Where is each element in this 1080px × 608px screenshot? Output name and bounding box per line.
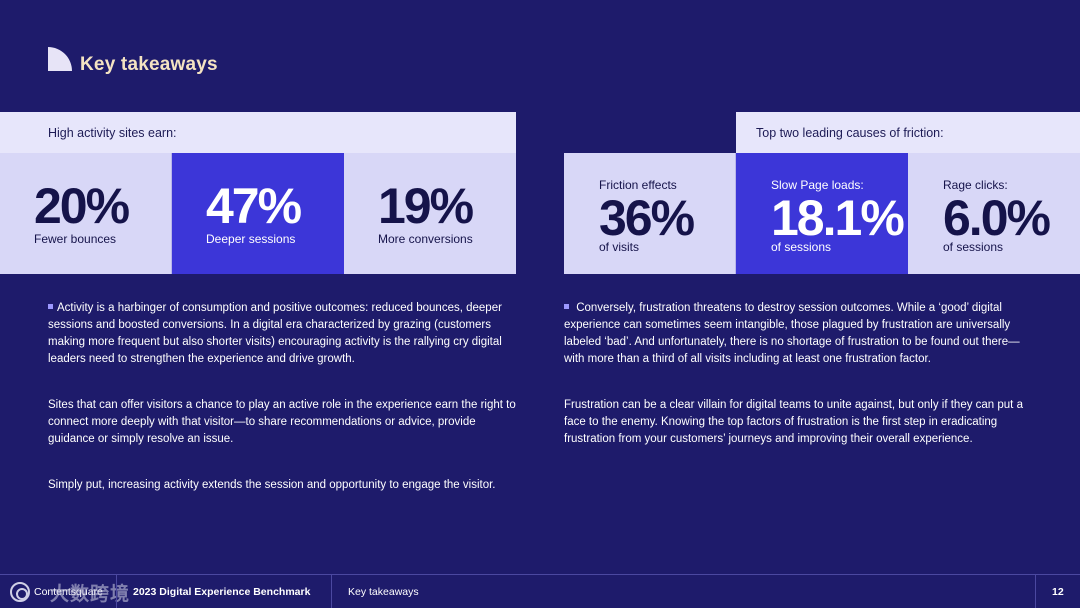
- paragraph: Activity is a harbinger of consumption a…: [48, 302, 502, 365]
- left-panel-header: High activity sites earn:: [0, 112, 516, 153]
- page-title: Key takeaways: [80, 54, 218, 75]
- stat-more-conversions: 19% More conversions: [344, 153, 516, 274]
- footer-section: Key takeaways: [348, 586, 419, 598]
- paragraph: Sites that can offer visitors a chance t…: [48, 399, 516, 445]
- stat-value: 36%: [599, 190, 695, 246]
- stat-value: 47%: [206, 178, 302, 234]
- stat-label: of sessions: [771, 240, 832, 254]
- footer-divider: [1035, 575, 1036, 608]
- paragraph: Conversely, frustration threatens to des…: [564, 302, 1020, 365]
- right-body-text: Conversely, frustration threatens to des…: [564, 300, 1034, 477]
- stat-value: 18.1%: [771, 190, 905, 246]
- paragraph: Frustration can be a clear villain for d…: [564, 399, 1023, 445]
- square-bullet-icon: [564, 304, 569, 310]
- square-bullet-icon: [48, 304, 53, 310]
- stat-slow-page-loads: Slow Page loads: 18.1% of sessions: [736, 153, 908, 274]
- left-body-text: Activity is a harbinger of consumption a…: [48, 300, 518, 523]
- stat-label: More conversions: [378, 232, 473, 246]
- stat-value: 19%: [378, 178, 474, 234]
- page-number: 12: [1052, 586, 1064, 598]
- stat-value: 20%: [34, 178, 130, 234]
- footer: Contentsquare 大数跨境 2023 Digital Experien…: [0, 574, 1080, 608]
- left-stats-row: 20% Fewer bounces 47% Deeper sessions 19…: [0, 153, 516, 274]
- footer-divider: [331, 575, 332, 608]
- stat-label: of visits: [599, 240, 640, 254]
- stat-friction-effects: Friction effects 36% of visits: [564, 153, 736, 274]
- quarter-circle-logo-icon: [48, 47, 72, 71]
- stat-label: Deeper sessions: [206, 232, 296, 246]
- stat-rage-clicks: Rage clicks: 6.0% of sessions: [908, 153, 1080, 274]
- stat-top-label: Friction effects: [599, 178, 677, 192]
- right-panel-header: Top two leading causes of friction:: [736, 112, 1080, 153]
- footer-brand: Contentsquare: [34, 586, 103, 598]
- stat-top-label: Rage clicks:: [943, 178, 1008, 192]
- stat-fewer-bounces: 20% Fewer bounces: [0, 153, 172, 274]
- watermark-text: 大数跨境: [50, 584, 131, 605]
- right-stats-row: Friction effects 36% of visits Slow Page…: [564, 153, 1080, 274]
- stat-value: 6.0%: [943, 190, 1051, 246]
- footer-report-title: 2023 Digital Experience Benchmark: [133, 586, 311, 598]
- watermark-logo-icon: [10, 582, 30, 602]
- stat-label: Fewer bounces: [34, 232, 117, 246]
- footer-divider: [116, 575, 117, 608]
- paragraph: Simply put, increasing activity extends …: [48, 479, 496, 491]
- stat-top-label: Slow Page loads:: [771, 178, 864, 192]
- stat-label: of sessions: [943, 240, 1004, 254]
- stat-deeper-sessions: 47% Deeper sessions: [172, 153, 344, 274]
